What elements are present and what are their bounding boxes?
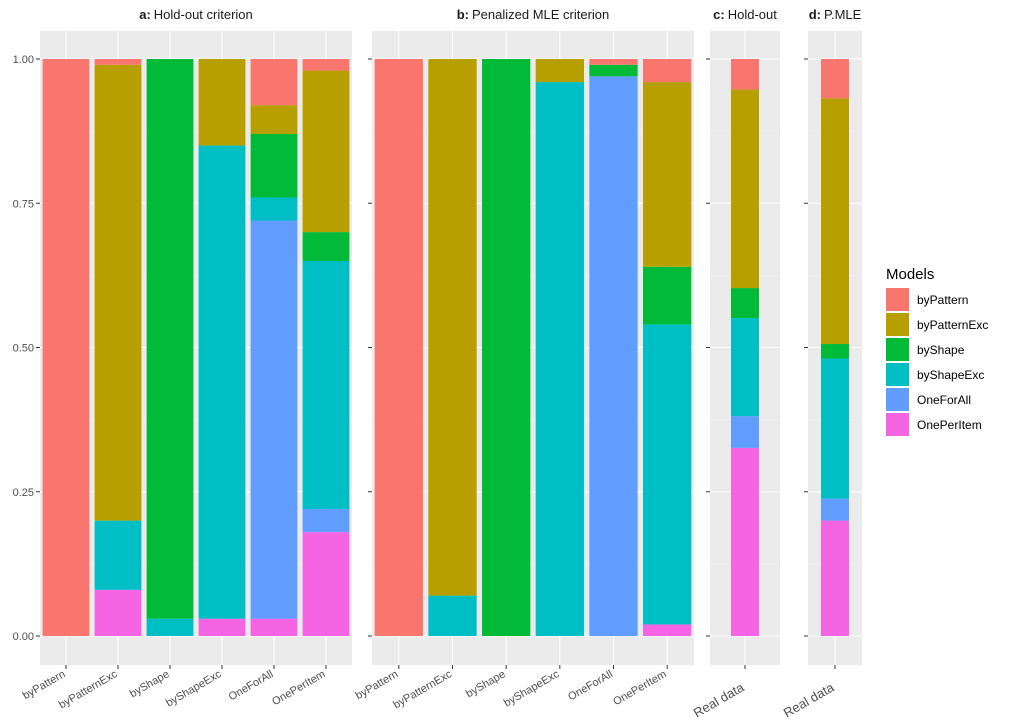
bar-segment-a-0-byPattern [42, 59, 90, 636]
panel-title: d: P.MLE [809, 7, 862, 22]
bar-segment-a-2-byShapeExc [146, 618, 194, 636]
legend-title: Models [886, 266, 934, 283]
bar-segment-a-4-byShapeExc [250, 197, 298, 221]
panel-title: a: Hold-out criterion [139, 7, 253, 22]
bar-segment-c-0-OnePerItem [731, 447, 759, 636]
legend-label-OneForAll: OneForAll [917, 393, 971, 407]
panel-a: a: Hold-out criterion 0.00 0.25 0.50 0.75 1.00… [13, 7, 352, 711]
bar-segment-a-1-OnePerItem [94, 589, 142, 636]
bar-segment-d-0-byPatternExc [821, 98, 849, 345]
legend-key-byPattern [886, 288, 909, 311]
legend-key-byPatternExc [886, 313, 909, 336]
x-tick-label: OnePerItem [270, 668, 327, 708]
bar-segment-b-0-byPattern [374, 59, 423, 636]
x-tick-label: byShapeExc [164, 668, 224, 710]
bar-segment-a-5-byPattern [302, 59, 350, 71]
panel-b: b: Penalized MLE criterion byPatternbyPatt… [354, 7, 694, 711]
bar-segment-a-1-byPattern [94, 59, 142, 65]
bar-segment-a-5-byShape [302, 232, 350, 261]
bar-segment-d-0-byShapeExc [821, 358, 849, 499]
panel-title-text: P.MLE [824, 7, 862, 22]
bar-segment-d-0-OnePerItem [821, 520, 849, 636]
bar-segment-a-4-byShape [250, 134, 298, 198]
panel-title-letter: a: [139, 7, 151, 22]
bar-segment-a-4-byPatternExc [250, 105, 298, 135]
legend: Models byPattern byPatternExc byShape byShap… [886, 266, 988, 436]
panel-title-text: Penalized MLE criterion [472, 7, 609, 22]
panel-title: b: Penalized MLE criterion [457, 7, 610, 22]
bar-segment-b-3-byShapeExc [535, 82, 584, 636]
x-tick-label: byShape [464, 668, 508, 700]
legend-label-byShapeExc: byShapeExc [917, 368, 984, 382]
bar-segment-d-0-OneForAll [821, 498, 849, 521]
x-tick-label: byShapeExc [502, 668, 562, 710]
x-tick-label: OnePerItem [611, 668, 668, 708]
y-tick-label: 0.75 [13, 198, 34, 210]
legend-label-byShape: byShape [917, 343, 965, 357]
bar-segment-a-4-OneForAll [250, 220, 298, 619]
legend-key-byShape [886, 338, 909, 361]
bar-segment-b-5-OnePerItem [643, 624, 692, 636]
bar-segment-a-5-OneForAll [302, 509, 350, 533]
bar-segment-d-0-byPattern [821, 59, 849, 99]
chart-panels: a: Hold-out criterion 0.00 0.25 0.50 0.75 1.00… [13, 7, 862, 720]
y-tick-label: 0.25 [13, 487, 34, 499]
legend-label-byPatternExc: byPatternExc [917, 318, 988, 332]
x-tick-label: OneForAll [566, 668, 615, 703]
bar-segment-b-4-byPattern [589, 59, 638, 65]
bar-segment-a-4-OnePerItem [250, 618, 298, 636]
bar-segment-b-4-OneForAll [589, 76, 638, 636]
bar-segment-c-0-OneForAll [731, 416, 759, 448]
x-tick-label: Real data [781, 679, 837, 720]
y-tick-label: 0.00 [13, 631, 34, 643]
x-tick-label: Real data [691, 679, 747, 720]
bar-segment-c-0-byShape [731, 288, 759, 319]
bar-segment-a-5-OnePerItem [302, 532, 350, 636]
x-tick-label: byShape [128, 668, 172, 700]
panel-d: d: P.MLE Real data [781, 7, 862, 720]
bar-segment-a-3-byPatternExc [198, 59, 246, 146]
bar-segment-b-5-byShape [643, 266, 692, 325]
bar-segment-b-5-byPattern [643, 59, 692, 83]
bar-segment-a-3-byShapeExc [198, 145, 246, 619]
bar-segment-a-5-byShapeExc [302, 260, 350, 510]
bar-segment-c-0-byPatternExc [731, 89, 759, 289]
x-tick-label: byPatternExc [57, 668, 120, 711]
legend-label-byPattern: byPattern [917, 293, 968, 307]
bar-segment-b-5-byPatternExc [643, 82, 692, 267]
panel-title-text: Hold-out criterion [154, 7, 253, 22]
panel-title-letter: b: [457, 7, 469, 22]
bar-segment-b-5-byShapeExc [643, 324, 692, 625]
panel-title-text: Hold-out [728, 7, 778, 22]
bar-segment-a-4-byPattern [250, 59, 298, 106]
bar-segment-a-5-byPatternExc [302, 70, 350, 233]
x-tick-label: byPattern [354, 668, 401, 702]
bar-segment-b-1-byShapeExc [428, 595, 477, 636]
bar-segment-d-0-byShape [821, 344, 849, 359]
legend-key-byShapeExc [886, 363, 909, 386]
panel-title-letter: d: [809, 7, 821, 22]
y-tick-label: 0.50 [13, 343, 34, 355]
bar-segment-b-2-byShape [482, 59, 531, 636]
bar-segment-b-3-byPatternExc [535, 59, 584, 83]
bar-segment-c-0-byPattern [731, 59, 759, 90]
x-tick-label: byPatternExc [391, 668, 454, 711]
bar-segment-b-4-byShape [589, 64, 638, 77]
legend-key-OneForAll [886, 388, 909, 411]
bar-segment-c-0-byShapeExc [731, 318, 759, 417]
legend-key-OnePerItem [886, 413, 909, 436]
bar-segment-a-2-byShape [146, 59, 194, 619]
y-tick-label: 1.00 [13, 54, 34, 66]
legend-label-OnePerItem: OnePerItem [917, 418, 982, 432]
panel-c: c: Hold-out Real data [691, 7, 780, 720]
x-tick-label: byPattern [21, 668, 68, 702]
panel-title: c: Hold-out [713, 7, 777, 22]
bar-segment-a-3-OnePerItem [198, 618, 246, 636]
bar-segment-b-1-byPatternExc [428, 59, 477, 596]
bar-segment-a-1-byShapeExc [94, 520, 142, 590]
bar-segment-a-1-byPatternExc [94, 64, 142, 521]
panel-title-letter: c: [713, 7, 725, 22]
x-tick-label: OneForAll [227, 668, 276, 703]
